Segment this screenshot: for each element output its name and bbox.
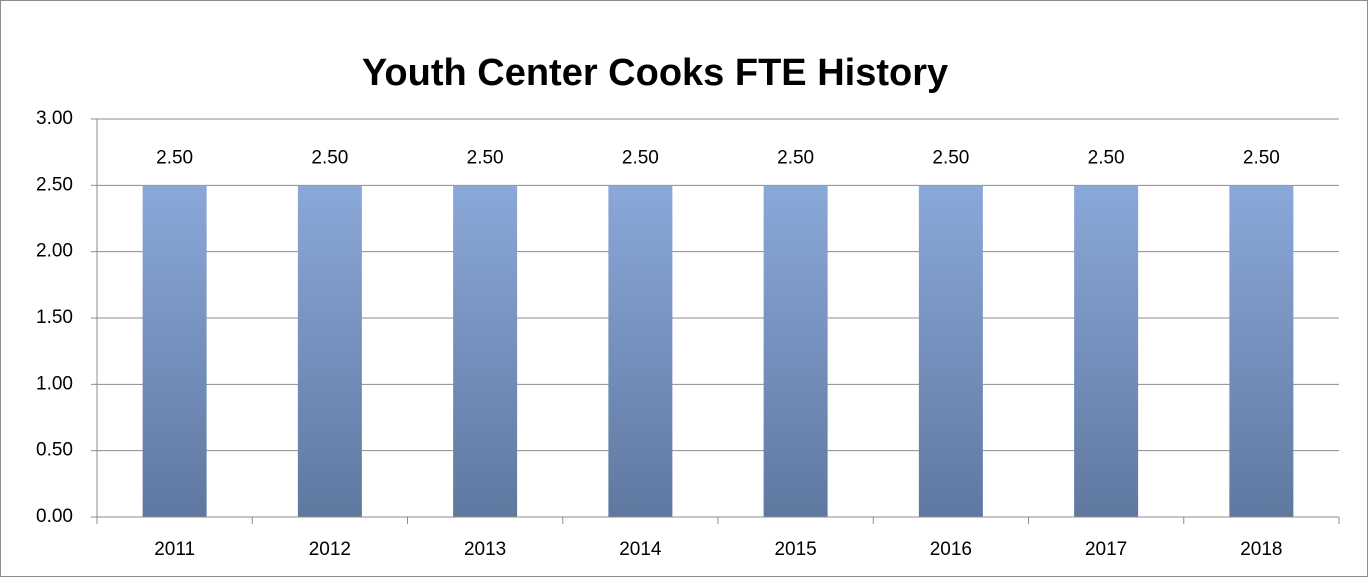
y-tick-label: 2.50 [36, 174, 73, 195]
y-tick-label: 1.00 [36, 373, 73, 394]
x-tick-label: 2011 [154, 539, 195, 560]
data-label: 2.50 [467, 147, 504, 168]
data-label: 2.50 [311, 147, 348, 168]
x-tick-label: 2013 [464, 539, 506, 560]
bar [763, 185, 828, 518]
data-label: 2.50 [156, 147, 193, 168]
data-label: 2.50 [777, 147, 814, 168]
bar [142, 185, 207, 518]
y-tick-label: 3.00 [36, 108, 73, 129]
x-tick-label: 2017 [1085, 539, 1127, 560]
y-tick-label: 2.00 [36, 241, 73, 262]
y-tick-label: 1.50 [36, 307, 73, 328]
y-tick-label: 0.50 [36, 440, 73, 461]
data-label: 2.50 [622, 147, 659, 168]
data-label: 2.50 [1243, 147, 1280, 168]
x-tick-label: 2014 [619, 539, 662, 560]
bar [608, 185, 673, 518]
bar [1074, 185, 1139, 518]
bar [297, 185, 362, 518]
data-label: 2.50 [1088, 147, 1125, 168]
y-tick-label: 0.00 [36, 506, 73, 527]
x-tick-label: 2018 [1240, 539, 1282, 560]
chart-title: Youth Center Cooks FTE History [362, 52, 948, 94]
x-tick-label: 2016 [930, 539, 972, 560]
bar [1229, 185, 1294, 518]
bar [453, 185, 518, 518]
x-tick-label: 2015 [774, 539, 816, 560]
x-tick-label: 2012 [309, 539, 351, 560]
bar [918, 185, 983, 518]
data-label: 2.50 [932, 147, 969, 168]
